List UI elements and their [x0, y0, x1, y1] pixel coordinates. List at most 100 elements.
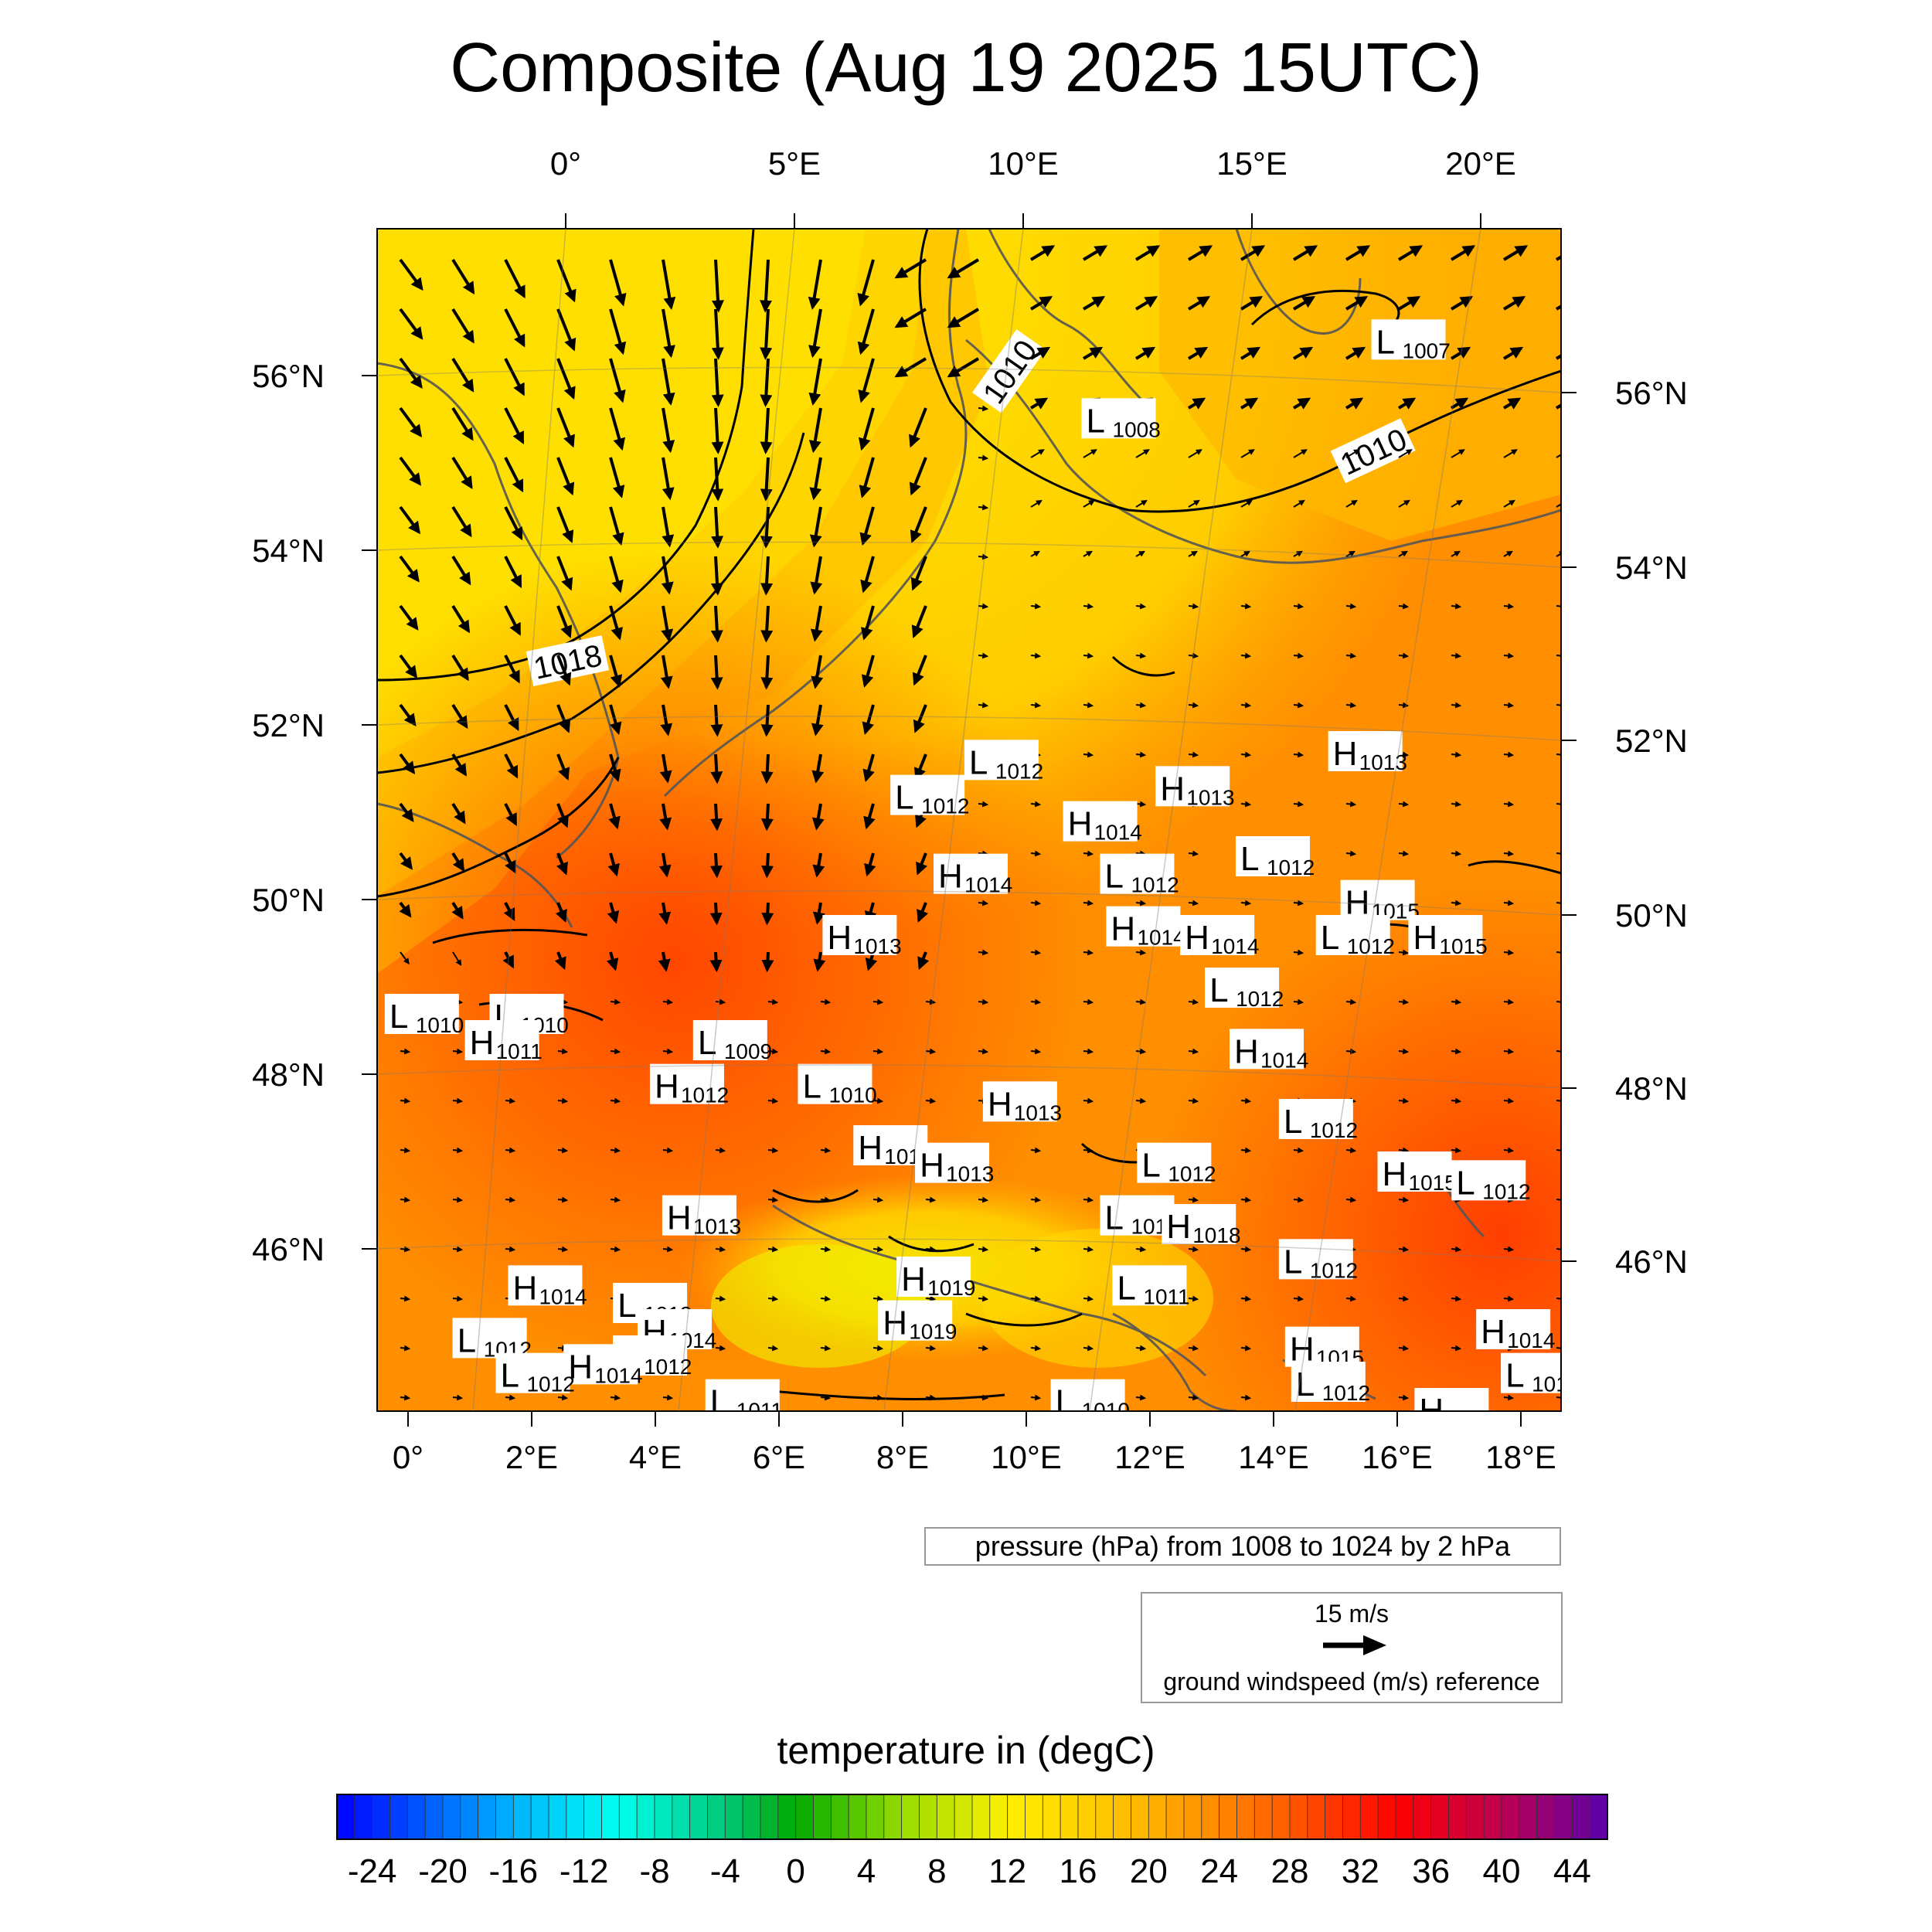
wind-arrow — [1188, 1196, 1199, 1203]
svg-text:H: H — [1234, 1032, 1259, 1070]
wind-arrow — [913, 704, 927, 733]
wind-arrow — [1030, 949, 1042, 956]
wind-arrow — [1451, 850, 1462, 857]
wind-arrow — [1345, 397, 1364, 410]
svg-text:1014: 1014 — [1445, 1407, 1493, 1431]
wind-arrow — [505, 1147, 516, 1154]
low-pressure-label: L 1010 — [384, 994, 464, 1037]
svg-text:L: L — [895, 779, 913, 817]
wind-arrow — [1030, 603, 1042, 610]
wind-arrow — [710, 605, 723, 643]
wind-arrow — [1083, 1147, 1094, 1154]
wind-arrow — [556, 358, 576, 400]
wind-arrow — [400, 1196, 411, 1203]
wind-arrow — [1503, 1394, 1515, 1401]
wind-arrow — [820, 1295, 832, 1302]
wind-arrow — [767, 1196, 779, 1203]
svg-text:1012: 1012 — [1322, 1381, 1370, 1405]
wind-arrow — [820, 1196, 832, 1203]
high-pressure-label: H 1011 — [464, 1020, 543, 1063]
wind-arrow — [978, 1196, 989, 1203]
wind-arrow — [1030, 550, 1040, 557]
svg-text:1013: 1013 — [946, 1162, 994, 1186]
wind-arrow — [556, 803, 569, 828]
wind-arrow — [505, 1097, 516, 1104]
wind-arrow — [1030, 652, 1042, 659]
wind-arrow — [925, 1196, 937, 1203]
high-pressure-label: H 1015 — [1377, 1151, 1457, 1195]
wind-arrow — [1293, 751, 1304, 758]
wind-arrow — [912, 655, 927, 686]
high-pressure-label: H 1013 — [662, 1195, 741, 1239]
wind-arrow — [556, 556, 573, 591]
wind-arrow — [1188, 702, 1199, 709]
wind-arrow — [658, 852, 672, 878]
svg-text:1012: 1012 — [644, 1355, 692, 1379]
wind-arrow — [504, 704, 519, 732]
wind-arrow — [451, 753, 467, 777]
wind-arrow — [1134, 346, 1156, 360]
wind-arrow — [1240, 1246, 1252, 1253]
low-pressure-label: L 1012 — [495, 1352, 575, 1396]
wind-arrow — [820, 1246, 832, 1253]
wind-arrow — [1398, 1246, 1410, 1253]
wind-arrow — [1188, 550, 1198, 557]
wind-arrow — [1083, 1048, 1094, 1055]
svg-text:1012: 1012 — [1310, 1258, 1358, 1282]
wind-arrow — [811, 704, 824, 736]
wind-arrow — [1082, 346, 1104, 360]
wind-arrow — [504, 457, 524, 493]
wind-arrow — [1503, 702, 1515, 709]
low-pressure-label: L 1010 — [1050, 1379, 1130, 1411]
wind-arrow — [502, 951, 515, 969]
wind-arrow — [861, 605, 875, 641]
svg-text:1012: 1012 — [1131, 873, 1179, 897]
svg-text:1011: 1011 — [736, 1399, 783, 1423]
svg-text:1012: 1012 — [921, 794, 969, 818]
wind-arrow — [1135, 1246, 1147, 1253]
low-pressure-label: L 1012 — [1291, 1362, 1370, 1405]
svg-text:L: L — [457, 1321, 476, 1359]
wind-arrow — [862, 753, 875, 783]
wind-arrow — [1240, 296, 1264, 311]
wind-arrow — [1240, 751, 1252, 758]
wind-arrow — [1293, 1295, 1304, 1302]
wind-arrow — [811, 655, 824, 689]
wind-arrow — [1240, 550, 1250, 557]
wind-arrow — [1187, 296, 1211, 311]
wind-arrow — [760, 556, 774, 596]
svg-text:L: L — [1117, 1269, 1135, 1307]
high-pressure-label: H 1015 — [1408, 915, 1488, 958]
coastline — [663, 229, 968, 798]
svg-text:H: H — [512, 1269, 537, 1307]
high-pressure-label: H 1018 — [1162, 1204, 1241, 1247]
wind-arrow — [894, 258, 927, 279]
wind-arrow — [1345, 449, 1360, 458]
wind-arrow — [609, 605, 623, 641]
wind-arrow — [1345, 296, 1369, 311]
wind-arrow — [610, 1246, 621, 1253]
svg-text:1008: 1008 — [1113, 417, 1161, 441]
wind-arrow — [400, 1097, 411, 1104]
wind-arrow — [1293, 603, 1304, 610]
wind-arrow — [715, 1345, 726, 1352]
wind-arrow — [1082, 245, 1108, 261]
wind-arrow — [660, 704, 673, 736]
wind-arrow — [715, 1246, 726, 1253]
svg-text:1012: 1012 — [1310, 1118, 1358, 1142]
wind-arrow — [1555, 397, 1561, 410]
wind-arrow — [813, 951, 826, 972]
svg-text:1014: 1014 — [1094, 821, 1142, 845]
wind-arrow — [810, 556, 823, 595]
svg-text:H: H — [470, 1024, 495, 1062]
svg-text:H: H — [568, 1348, 593, 1386]
low-pressure-label: L 1012 — [1501, 1352, 1561, 1396]
axis-ticks: 0° 2°E 4°E 6°E 8°E 10°E 12°E 14°E 16°E 18°E 0° 5°E 1… — [252, 145, 1688, 1475]
svg-text:L: L — [1104, 858, 1123, 896]
wind-arrow — [925, 1246, 937, 1253]
wind-arrow — [661, 556, 674, 595]
wind-arrow — [1293, 550, 1303, 557]
wind-arrow — [399, 505, 421, 535]
low-pressure-label: L 1012 — [1205, 968, 1284, 1011]
wind-arrow — [556, 308, 577, 352]
